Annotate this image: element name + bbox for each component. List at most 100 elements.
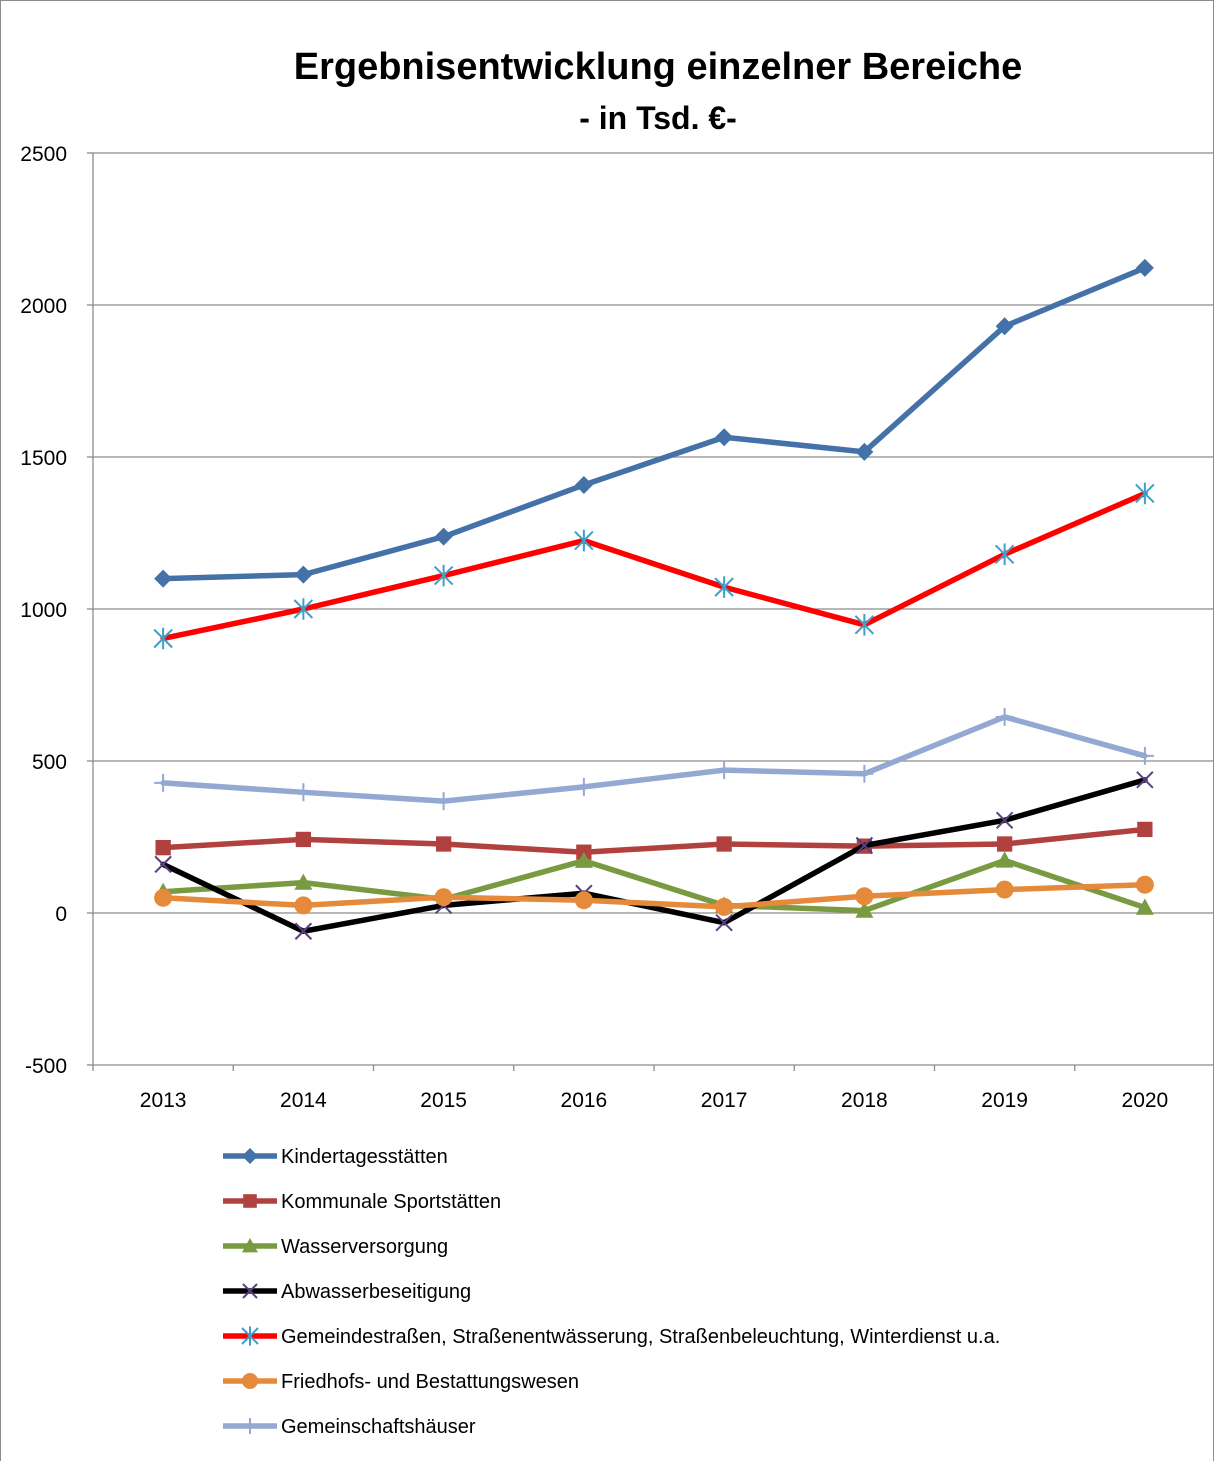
series-1 bbox=[155, 821, 1153, 860]
data-point bbox=[433, 564, 454, 587]
y-tick-label: 500 bbox=[32, 751, 67, 774]
x-tick-label-2013: 2013 bbox=[140, 1089, 187, 1112]
data-point bbox=[855, 887, 874, 906]
data-point bbox=[854, 614, 875, 636]
series-group bbox=[153, 258, 1155, 940]
legend-marker bbox=[241, 1326, 259, 1346]
series-4 bbox=[153, 482, 1155, 650]
y-tick-label: 1000 bbox=[20, 599, 67, 622]
data-point bbox=[855, 901, 874, 918]
data-point bbox=[294, 873, 313, 890]
data-point bbox=[1136, 771, 1154, 789]
data-point bbox=[715, 428, 734, 447]
legend-entry-1: Kommunale Sportstätten bbox=[223, 1191, 501, 1213]
data-point bbox=[434, 792, 453, 811]
series-line bbox=[160, 265, 1148, 582]
series-line bbox=[160, 490, 1148, 642]
data-point bbox=[1135, 482, 1155, 505]
series-line bbox=[160, 881, 1148, 910]
data-point bbox=[715, 761, 734, 780]
data-point bbox=[574, 851, 593, 868]
data-point bbox=[154, 773, 173, 792]
legend-label: Friedhofs- und Bestattungswesen bbox=[281, 1371, 579, 1393]
data-point bbox=[293, 598, 314, 620]
legend-label: Wasserversorgung bbox=[281, 1236, 448, 1258]
legend-label: Kindertagesstätten bbox=[281, 1146, 448, 1168]
y-tick-label: -500 bbox=[25, 1055, 67, 1078]
data-point bbox=[1135, 898, 1154, 915]
gridlines bbox=[93, 152, 1213, 1066]
data-point bbox=[996, 836, 1013, 852]
data-point bbox=[1135, 746, 1154, 765]
data-point bbox=[855, 764, 874, 783]
x-tick-label-2016: 2016 bbox=[561, 1089, 608, 1112]
legend-entry-6: Gemeinschaftshäuser bbox=[223, 1416, 476, 1438]
data-point bbox=[434, 527, 453, 546]
data-point bbox=[995, 317, 1014, 336]
data-point bbox=[153, 627, 173, 650]
x-tick-label-2014: 2014 bbox=[280, 1089, 327, 1112]
data-point bbox=[155, 839, 171, 856]
data-point bbox=[995, 707, 1014, 726]
x-tick-label-2018: 2018 bbox=[841, 1089, 888, 1112]
legend-entry-3: Abwasserbeseitigung bbox=[223, 1281, 471, 1303]
data-point bbox=[994, 543, 1015, 566]
data-point bbox=[434, 888, 453, 907]
y-tick-label: 1500 bbox=[20, 447, 67, 470]
data-point bbox=[855, 442, 874, 461]
data-point bbox=[995, 811, 1014, 829]
data-point bbox=[435, 836, 452, 852]
y-tick-label: 0 bbox=[55, 903, 67, 926]
y-axis-ticks: 2500 2000 1500 1000 500 0 -500 bbox=[20, 143, 93, 1078]
legend-marker bbox=[242, 1418, 258, 1434]
y-tick-label: 2000 bbox=[20, 295, 67, 318]
series-0 bbox=[154, 258, 1154, 588]
series-line bbox=[160, 857, 1148, 914]
data-point bbox=[715, 897, 734, 916]
series-line bbox=[160, 777, 1148, 934]
chart-subtitle: - in Tsd. €- bbox=[579, 100, 737, 136]
data-point bbox=[574, 891, 593, 910]
legend-label: Kommunale Sportstätten bbox=[281, 1191, 501, 1213]
legend-marker bbox=[242, 1148, 258, 1164]
legend-marker bbox=[242, 1238, 258, 1253]
data-point bbox=[294, 565, 313, 584]
chart-title: Ergebnisentwicklung einzelner Bereiche bbox=[294, 46, 1023, 88]
data-point bbox=[294, 783, 313, 802]
data-point bbox=[295, 831, 312, 848]
legend-label: Gemeindestraßen, Straßenentwässerung, St… bbox=[281, 1326, 1000, 1348]
data-point bbox=[294, 896, 313, 915]
data-point bbox=[855, 836, 874, 855]
data-point bbox=[1137, 821, 1153, 838]
data-point bbox=[154, 855, 172, 874]
legend-entry-2: Wasserversorgung bbox=[223, 1236, 448, 1258]
data-point bbox=[714, 576, 734, 598]
legend-entry-4: Gemeindestraßen, Straßenentwässerung, St… bbox=[223, 1326, 1000, 1348]
data-point bbox=[574, 777, 593, 796]
legend-marker bbox=[243, 1194, 257, 1208]
series-line bbox=[160, 826, 1148, 855]
series-5 bbox=[154, 875, 1154, 916]
x-tick-label-2015: 2015 bbox=[420, 1089, 467, 1112]
legend-entry-0: Kindertagesstätten bbox=[223, 1146, 448, 1168]
legend: Kindertagesstätten Kommunale Sportstätten… bbox=[223, 1146, 1000, 1438]
data-point bbox=[294, 922, 313, 940]
data-point bbox=[1135, 875, 1154, 894]
legend-marker bbox=[242, 1373, 258, 1389]
legend-entry-5: Friedhofs- und Bestattungswesen bbox=[223, 1371, 579, 1393]
y-tick-label: 2500 bbox=[20, 143, 67, 166]
series-line bbox=[160, 714, 1148, 804]
x-tick-label-2019: 2019 bbox=[981, 1089, 1028, 1112]
data-point bbox=[574, 475, 593, 494]
data-point bbox=[1135, 258, 1154, 277]
data-point bbox=[154, 888, 173, 907]
data-point bbox=[154, 569, 173, 588]
legend-label: Gemeinschaftshäuser bbox=[281, 1416, 476, 1438]
data-point bbox=[995, 880, 1014, 899]
x-axis-ticks: 2013 2014 2015 2016 2017 2018 2019 2020 bbox=[92, 1065, 1168, 1112]
data-point bbox=[574, 529, 594, 552]
x-tick-label-2017: 2017 bbox=[701, 1089, 748, 1112]
legend-marker bbox=[242, 1283, 258, 1299]
data-point bbox=[715, 914, 733, 932]
